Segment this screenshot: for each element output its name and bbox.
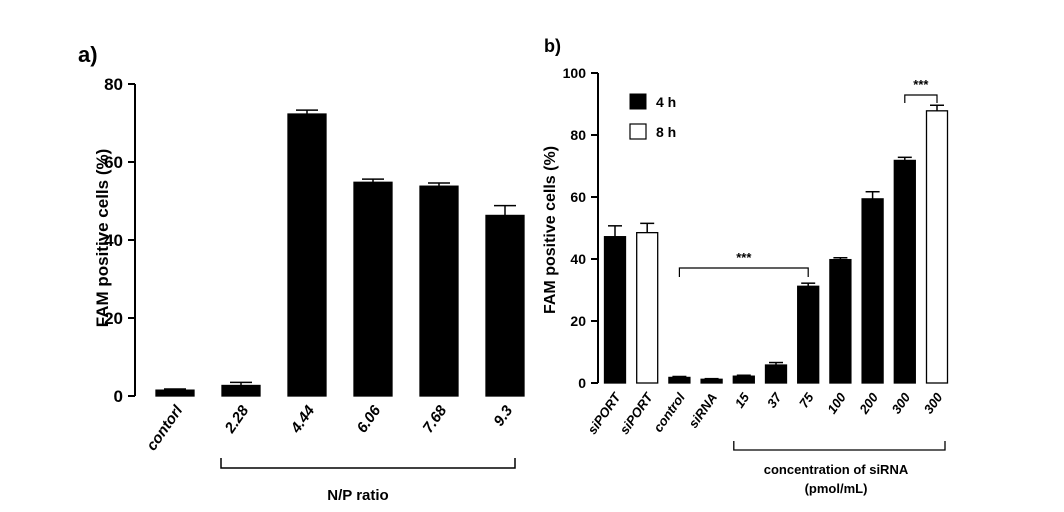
legend-label-4h: 4 h — [656, 94, 676, 110]
x-tick-label: 100 — [824, 389, 849, 416]
panel-a-x-axis-label: N/P ratio — [327, 487, 388, 504]
x-tick-label: 75 — [796, 389, 817, 410]
x-tick-label: 37 — [764, 389, 785, 410]
panel-b-label: b) — [544, 36, 561, 56]
x-tick-label: contorl — [143, 402, 187, 454]
panel-a-y-axis-label: FAM positive cells (%) — [93, 149, 112, 328]
bar — [797, 285, 820, 384]
y-tick-label: 100 — [563, 65, 587, 81]
y-tick-label: 20 — [104, 309, 123, 328]
x-tick-label: 6.06 — [354, 402, 385, 436]
significance-label: *** — [736, 250, 752, 265]
y-tick-label: 0 — [578, 375, 586, 391]
concentration-bracket — [733, 441, 946, 451]
panel-b-legend: 4 h 8 h — [629, 93, 676, 140]
y-tick-label: 60 — [104, 153, 123, 172]
significance-bracket — [678, 267, 809, 277]
bar — [603, 236, 627, 384]
significance-label: *** — [913, 77, 929, 92]
y-tick-label: 60 — [570, 189, 586, 205]
significance-bracket — [904, 94, 938, 103]
x-tick-label: 9.3 — [490, 402, 516, 429]
x-tick-label: 4.44 — [287, 402, 319, 437]
panel-b-y-axis-label: FAM positive cells (%) — [542, 146, 559, 314]
legend-swatch-8h — [629, 123, 647, 140]
bar — [419, 185, 459, 397]
panel-a-label: a) — [78, 42, 98, 67]
legend-swatch-4h — [629, 93, 647, 110]
bar — [287, 113, 327, 397]
y-tick-label: 80 — [570, 127, 586, 143]
bar — [353, 181, 393, 397]
bar — [636, 231, 659, 384]
bar — [764, 364, 788, 384]
y-tick-label: 40 — [570, 251, 586, 267]
y-tick-label: 0 — [114, 387, 123, 406]
x-tick-label: siPORT — [617, 389, 657, 437]
x-tick-label: 200 — [856, 389, 882, 417]
x-tick-label: 7.68 — [420, 402, 451, 436]
y-tick-label: 40 — [104, 231, 123, 250]
bar — [829, 258, 852, 384]
bar — [893, 159, 916, 384]
bar — [485, 214, 525, 397]
panel-b-x-axis-unit: (pmol/mL) — [805, 481, 868, 496]
bar — [700, 378, 723, 384]
panel-b-x-axis-label: concentration of siRNA — [764, 462, 909, 477]
panel-a-plot: 0 20 40 60 80 contorl 2.28 4.44 6.06 7.68 9.3 — [104, 75, 525, 469]
y-tick-label: 20 — [570, 313, 586, 329]
x-tick-label: 300 — [889, 389, 914, 416]
bar — [221, 384, 261, 397]
panel-b: b) FAM positive cells (%) concentration … — [542, 36, 949, 496]
x-tick-label: control — [650, 390, 688, 435]
x-tick-label: 300 — [921, 389, 946, 416]
x-tick-label: siRNA — [685, 390, 720, 431]
bar — [155, 389, 195, 397]
bar — [925, 110, 949, 384]
bar — [861, 198, 884, 384]
x-tick-label: 15 — [732, 389, 753, 410]
bar — [732, 375, 755, 384]
bar — [668, 376, 691, 384]
legend-label-8h: 8 h — [656, 124, 676, 140]
y-tick-label: 80 — [104, 75, 123, 94]
panel-a: a) FAM positive cells (%) N/P ratio 0 20 4… — [78, 42, 525, 504]
x-tick-label: 2.28 — [221, 402, 253, 437]
np-ratio-bracket — [220, 458, 516, 469]
